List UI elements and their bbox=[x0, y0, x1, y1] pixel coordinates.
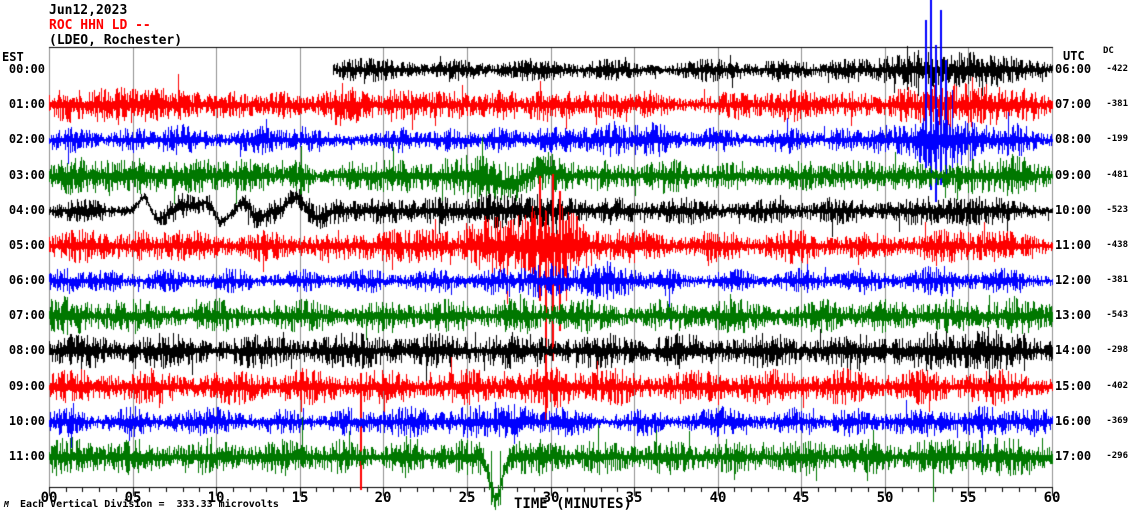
x-tick-label: 00 bbox=[40, 490, 58, 506]
dc-value: -481 bbox=[1106, 170, 1128, 180]
utc-time-label: 06:00 bbox=[1055, 62, 1092, 76]
dc-value: -199 bbox=[1106, 134, 1128, 144]
dc-value: -422 bbox=[1106, 64, 1128, 74]
dc-value: -402 bbox=[1106, 381, 1128, 391]
utc-time-label: 10:00 bbox=[1055, 203, 1092, 217]
utc-header: UTC bbox=[1063, 49, 1085, 63]
x-tick-label: 40 bbox=[709, 490, 727, 506]
corner-mark-icon: M bbox=[4, 500, 9, 509]
dc-value: -298 bbox=[1106, 345, 1128, 355]
est-time-label: 01:00 bbox=[8, 97, 45, 111]
utc-time-label: 13:00 bbox=[1055, 308, 1092, 322]
est-time-label: 06:00 bbox=[8, 273, 45, 287]
utc-time-label: 11:00 bbox=[1055, 238, 1092, 252]
est-header: EST bbox=[2, 50, 24, 64]
title-station: ROC HHN LD -- bbox=[49, 18, 151, 33]
title-date: Jun12,2023 bbox=[49, 3, 128, 18]
est-time-label: 02:00 bbox=[8, 132, 45, 146]
x-tick-label: 10 bbox=[207, 490, 225, 506]
utc-time-label: 14:00 bbox=[1055, 343, 1092, 357]
utc-time-label: 08:00 bbox=[1055, 132, 1092, 146]
est-time-label: 04:00 bbox=[8, 203, 45, 217]
x-tick-label: 50 bbox=[876, 490, 894, 506]
title-network: (LDEO, Rochester) bbox=[49, 33, 183, 48]
dc-value: -369 bbox=[1106, 416, 1128, 426]
est-time-label: 03:00 bbox=[8, 168, 45, 182]
x-tick-label: 05 bbox=[124, 490, 142, 506]
dc-header: DC bbox=[1103, 46, 1114, 56]
utc-time-label: 12:00 bbox=[1055, 273, 1092, 287]
x-axis-label: TIME (MINUTES) bbox=[513, 496, 632, 512]
x-tick-label: 35 bbox=[625, 490, 643, 506]
x-tick-label: 30 bbox=[542, 490, 560, 506]
x-tick-label: 15 bbox=[291, 490, 309, 506]
est-time-label: 11:00 bbox=[8, 449, 45, 463]
dc-value: -381 bbox=[1106, 99, 1128, 109]
est-time-label: 00:00 bbox=[8, 62, 45, 76]
dc-value: -543 bbox=[1106, 310, 1128, 320]
utc-time-label: 15:00 bbox=[1055, 379, 1092, 393]
dc-value: -381 bbox=[1106, 275, 1128, 285]
x-tick-label: 25 bbox=[458, 490, 476, 506]
utc-time-label: 07:00 bbox=[1055, 97, 1092, 111]
est-time-label: 09:00 bbox=[8, 379, 45, 393]
est-time-label: 08:00 bbox=[8, 343, 45, 357]
x-tick-label: 20 bbox=[374, 490, 392, 506]
est-time-label: 10:00 bbox=[8, 414, 45, 428]
x-tick-label: 60 bbox=[1043, 490, 1061, 506]
utc-time-label: 16:00 bbox=[1055, 414, 1092, 428]
scale-note: Each Vertical Division = 333.33 microvol… bbox=[20, 499, 279, 510]
est-time-label: 05:00 bbox=[8, 238, 45, 252]
utc-time-label: 17:00 bbox=[1055, 449, 1092, 463]
dc-value: -296 bbox=[1106, 451, 1128, 461]
utc-time-label: 09:00 bbox=[1055, 168, 1092, 182]
est-time-label: 07:00 bbox=[8, 308, 45, 322]
dc-value: -523 bbox=[1106, 205, 1128, 215]
x-tick-label: 45 bbox=[792, 490, 810, 506]
dc-value: -438 bbox=[1106, 240, 1128, 250]
x-tick-label: 55 bbox=[959, 490, 977, 506]
